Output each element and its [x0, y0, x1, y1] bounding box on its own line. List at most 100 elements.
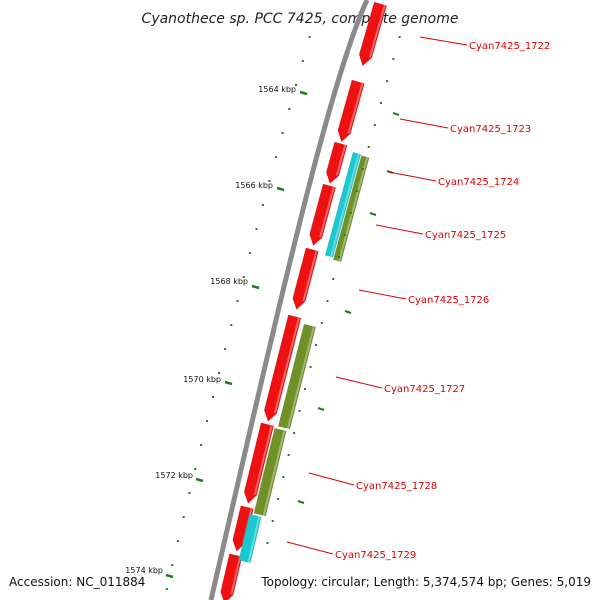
scale-dot [268, 180, 271, 182]
scale-dot [206, 420, 209, 422]
feature-tick-4 [344, 310, 352, 314]
gene-label-1723[interactable]: Cyan7425_1723 [450, 124, 531, 135]
scale-dot [188, 492, 191, 494]
feature-tick-3 [369, 212, 377, 216]
gene-arrow-9-highlight [230, 555, 242, 595]
leader-line-7 [308, 472, 355, 486]
feature-olive-1-highlight [338, 156, 369, 262]
gene-arrow-2-highlight [347, 82, 364, 134]
feature-olive-3-highlight [262, 430, 286, 516]
scale-dot [287, 454, 290, 456]
tick-label-1574: 1574 kbp [125, 566, 163, 575]
gene-arrow-7 [243, 422, 274, 504]
scale-dot [274, 156, 277, 158]
scale-dot [288, 108, 291, 110]
gene-arrow-7-highlight [253, 425, 273, 495]
tick-mark-6 [165, 573, 174, 579]
scale-dot [236, 300, 239, 302]
scale-dots [165, 36, 401, 590]
leader-line-4 [375, 224, 424, 235]
position-ticks: 1564 kbp 1566 kbp 1568 kbp 1570 kbp 1572… [125, 85, 400, 579]
genome-backbone [208, 0, 370, 600]
scale-dot [308, 36, 311, 38]
gene-arrow-4 [309, 183, 336, 247]
scale-dot [349, 212, 352, 214]
gene-label-1726[interactable]: Cyan7425_1726 [408, 295, 489, 306]
tick-mark-5 [195, 477, 204, 483]
scale-dot [392, 58, 395, 60]
scale-dot [326, 300, 329, 302]
scale-dot [309, 366, 312, 368]
scale-dot [255, 228, 258, 230]
feature-cyan-1 [324, 152, 362, 258]
leader-line-5 [358, 289, 407, 300]
scale-dot [304, 388, 307, 390]
scale-dot [261, 204, 264, 206]
feature-track [238, 152, 370, 564]
topology-summary-text: Topology: circular; Length: 5,374,574 bp… [260, 575, 591, 589]
scale-dot [242, 276, 245, 278]
gene-label-1725[interactable]: Cyan7425_1725 [425, 230, 506, 241]
tick-label-1572: 1572 kbp [155, 471, 193, 480]
scale-dot [379, 102, 382, 104]
leader-line-3 [388, 171, 437, 182]
scale-dot [293, 432, 296, 434]
scale-dot [271, 520, 274, 522]
scale-dot [361, 168, 364, 170]
scale-dot [386, 80, 389, 82]
genome-title: Cyanothece sp. PCC 7425, complete genome [142, 11, 459, 27]
feature-cyan-1-highlight [330, 153, 360, 258]
scale-dot [165, 588, 168, 590]
gene-label-1722[interactable]: Cyan7425_1722 [469, 41, 550, 52]
scale-dot [373, 124, 376, 126]
gene-label-1729[interactable]: Cyan7425_1729 [335, 550, 416, 561]
scale-dot [315, 344, 318, 346]
scale-dot [218, 372, 221, 374]
gene-labels: Cyan7425_1722 Cyan7425_1723 Cyan7425_172… [335, 41, 550, 561]
gene-label-1724[interactable]: Cyan7425_1724 [438, 177, 519, 188]
tick-label-1566: 1566 kbp [235, 181, 273, 190]
gene-label-1727[interactable]: Cyan7425_1727 [384, 384, 465, 395]
tick-mark-4 [224, 380, 233, 386]
tick-mark-1 [299, 90, 308, 96]
scale-dot [249, 252, 252, 254]
tick-label-1568: 1568 kbp [210, 277, 248, 286]
feature-olive-2 [277, 323, 317, 430]
feature-tick-6 [297, 500, 305, 504]
scale-dot [332, 278, 335, 280]
scale-dot [266, 542, 269, 544]
scale-dot [338, 256, 341, 258]
leader-line-1 [419, 36, 468, 46]
scale-dot [182, 516, 185, 518]
feature-tick-5 [317, 407, 325, 411]
scale-dot [200, 444, 203, 446]
scale-dot [176, 540, 179, 542]
tick-label-1570: 1570 kbp [183, 375, 221, 384]
gene-track-red [220, 1, 388, 600]
feature-cyan-2 [238, 513, 262, 564]
scale-dot [398, 36, 401, 38]
scale-dot [294, 84, 297, 86]
gene-arrow-6-highlight [273, 317, 301, 414]
gene-arrow-2 [337, 79, 365, 143]
tick-mark-2 [276, 186, 285, 192]
gene-arrow-5 [292, 247, 319, 310]
scale-dot [282, 476, 285, 478]
gene-label-1728[interactable]: Cyan7425_1728 [356, 481, 437, 492]
tick-label-1564: 1564 kbp [258, 85, 296, 94]
gene-arrow-3-highlight [335, 144, 347, 176]
scale-dot [343, 234, 346, 236]
scale-dot [212, 396, 215, 398]
gene-arrow-3 [326, 141, 348, 185]
feature-olive-2-highlight [286, 326, 315, 429]
accession-text: Accession: NC_011884 [9, 575, 145, 589]
scale-dot [224, 348, 227, 350]
gene-arrow-9 [220, 553, 243, 600]
scale-dot [230, 324, 233, 326]
leader-line-6 [335, 376, 383, 389]
scale-dot [301, 60, 304, 62]
scale-dot [194, 468, 197, 470]
scale-dot [281, 132, 284, 134]
gene-arrow-6 [263, 314, 302, 422]
